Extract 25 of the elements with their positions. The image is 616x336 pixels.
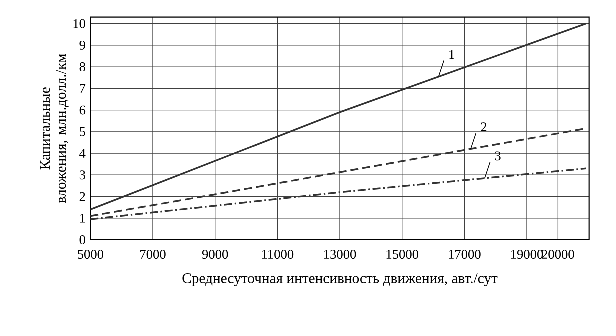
- x-tick-label: 9000: [202, 250, 228, 260]
- y-tick-label: 7: [80, 84, 86, 94]
- y-tick-label: 8: [80, 62, 86, 72]
- x-tick-label: 11000: [262, 250, 294, 260]
- y-axis-title: Капитальные вложения, млн.долл./км: [40, 54, 69, 204]
- x-axis-title: Среднесуточная интенсивность движения, авт./сут: [182, 274, 498, 286]
- y-tick-label: 4: [80, 149, 86, 158]
- y-tick-label: 10: [74, 19, 86, 28]
- annotation: 1: [450, 50, 454, 60]
- x-tick-label: 13000: [324, 250, 356, 260]
- y-tick-label: 9: [80, 40, 86, 50]
- x-tick-label: 20000: [542, 250, 574, 260]
- x-tick-label: 17000: [449, 250, 481, 260]
- y-tick-label: 1: [80, 214, 86, 223]
- x-tick-label: 7000: [140, 250, 166, 260]
- x-tick-label: 19000: [512, 250, 544, 260]
- annotation: 2: [481, 122, 487, 132]
- y-tick-label: 3: [80, 170, 86, 180]
- x-tick-label: 15000: [386, 250, 419, 260]
- x-tick-label: 5000: [78, 250, 104, 260]
- y-tick-label: 5: [80, 127, 86, 136]
- y-tick-label: 0: [80, 236, 86, 244]
- y-tick-label: 6: [80, 106, 86, 115]
- y-tick-label: 2: [80, 192, 86, 202]
- annotation: 3: [495, 152, 501, 161]
